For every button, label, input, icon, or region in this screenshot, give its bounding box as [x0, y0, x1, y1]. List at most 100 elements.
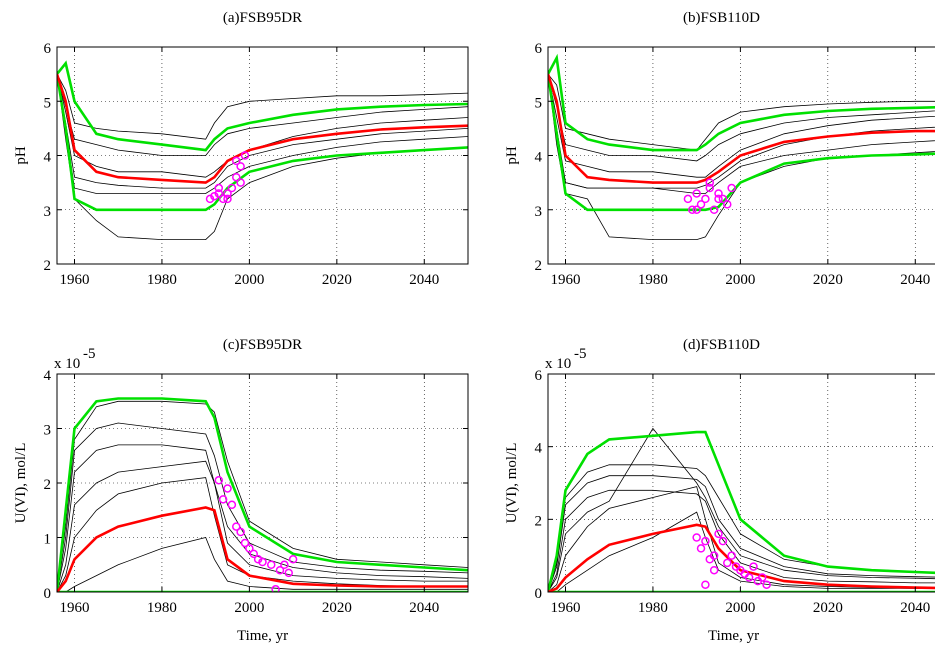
x-tick-label: 1960	[59, 272, 89, 288]
x-tick-label: 2040	[409, 272, 439, 288]
y-axis-label: pH	[13, 146, 29, 165]
chart-title: (a)FSB95DR	[223, 10, 302, 26]
observation	[258, 557, 267, 567]
observation	[723, 200, 732, 209]
observation	[705, 178, 715, 187]
x-tick-label: 2040	[409, 600, 439, 616]
observation	[705, 183, 715, 193]
observation	[749, 562, 758, 571]
plot-area	[548, 53, 935, 240]
y-tick-label: 0	[535, 586, 543, 602]
series-line	[548, 427, 935, 592]
observation	[701, 194, 710, 204]
x-tick-label: 2020	[322, 600, 352, 616]
observation	[714, 194, 723, 204]
observation	[692, 189, 701, 198]
series-line	[548, 511, 935, 592]
y-multiplier: x 10	[545, 356, 571, 372]
series-line	[57, 74, 468, 194]
series-line	[548, 73, 935, 212]
x-tick-label: 1980	[638, 272, 668, 288]
series-line	[548, 489, 935, 592]
x-tick-label: 2040	[900, 272, 930, 288]
observation	[245, 544, 254, 553]
series-line	[57, 444, 468, 592]
x-tick-label: 2000	[234, 272, 264, 288]
series-line	[57, 74, 468, 189]
observation	[709, 551, 719, 560]
observation	[275, 565, 285, 575]
x-tick-label: 1960	[59, 600, 89, 616]
observation	[240, 151, 250, 160]
y-tick-label: 6	[44, 41, 52, 57]
observation	[701, 580, 710, 589]
y-tick-label: 5	[44, 95, 52, 111]
y-tick-label: 6	[535, 41, 543, 57]
observation	[284, 568, 293, 578]
chart-title: (c)FSB95DR	[223, 337, 302, 353]
x-tick-label: 2000	[725, 600, 755, 616]
observation	[723, 558, 732, 568]
observation	[271, 585, 280, 592]
plot-area	[548, 427, 935, 592]
observation	[266, 560, 276, 569]
y-tick-label: 2	[535, 513, 543, 529]
y-tick-label: 2	[535, 258, 543, 274]
observation	[214, 476, 224, 485]
series-line	[548, 475, 935, 592]
series-line	[57, 60, 468, 152]
series-line	[57, 400, 468, 592]
y-axis-label: U(VI), mol/L	[504, 443, 520, 524]
observation	[280, 560, 289, 569]
observation	[232, 172, 241, 182]
y-tick-label: 1	[44, 532, 52, 548]
series-line	[57, 397, 468, 592]
plot-area	[57, 60, 468, 240]
observation	[223, 189, 232, 198]
y-tick-label: 5	[535, 95, 543, 111]
observation	[727, 551, 736, 560]
y-tick-label: 2	[44, 258, 52, 274]
y-multiplier: x 10	[54, 356, 80, 372]
series-line	[57, 73, 468, 212]
x-tick-label: 1980	[147, 272, 177, 288]
observation	[714, 529, 723, 539]
x-tick-label: 2000	[725, 272, 755, 288]
series-line	[548, 74, 935, 194]
y-multiplier-exponent: -5	[83, 346, 96, 362]
observation	[236, 527, 245, 537]
series-line	[57, 73, 468, 184]
y-tick-label: 4	[44, 150, 52, 166]
y-axis-label: pH	[504, 146, 520, 165]
x-tick-label: 2040	[900, 600, 930, 616]
y-tick-label: 6	[535, 368, 543, 384]
observation	[232, 156, 241, 166]
y-tick-label: 3	[44, 423, 52, 439]
axes-frame	[547, 373, 935, 593]
y-tick-label: 3	[535, 204, 543, 220]
x-tick-label: 1980	[147, 600, 177, 616]
observation	[744, 573, 754, 582]
y-tick-label: 4	[535, 150, 543, 166]
x-tick-label: 1960	[550, 600, 580, 616]
observation	[214, 189, 224, 198]
axes-frame	[56, 46, 469, 265]
observation	[214, 183, 224, 193]
series-line	[548, 73, 935, 184]
series-line	[57, 73, 468, 156]
observation	[218, 194, 228, 204]
observation	[227, 183, 237, 193]
y-tick-label: 3	[44, 204, 52, 220]
chart-title: (b)FSB110D	[683, 10, 760, 26]
x-axis-label: Time, yr	[237, 628, 288, 644]
y-tick-label: 4	[44, 368, 52, 384]
series-line	[548, 53, 935, 152]
x-tick-label: 2020	[813, 600, 843, 616]
series-line	[57, 506, 468, 592]
axes-frame	[56, 373, 469, 593]
series-line	[57, 74, 468, 240]
x-tick-label: 2020	[813, 272, 843, 288]
x-axis-label: Time, yr	[708, 628, 759, 644]
observation	[718, 536, 728, 546]
